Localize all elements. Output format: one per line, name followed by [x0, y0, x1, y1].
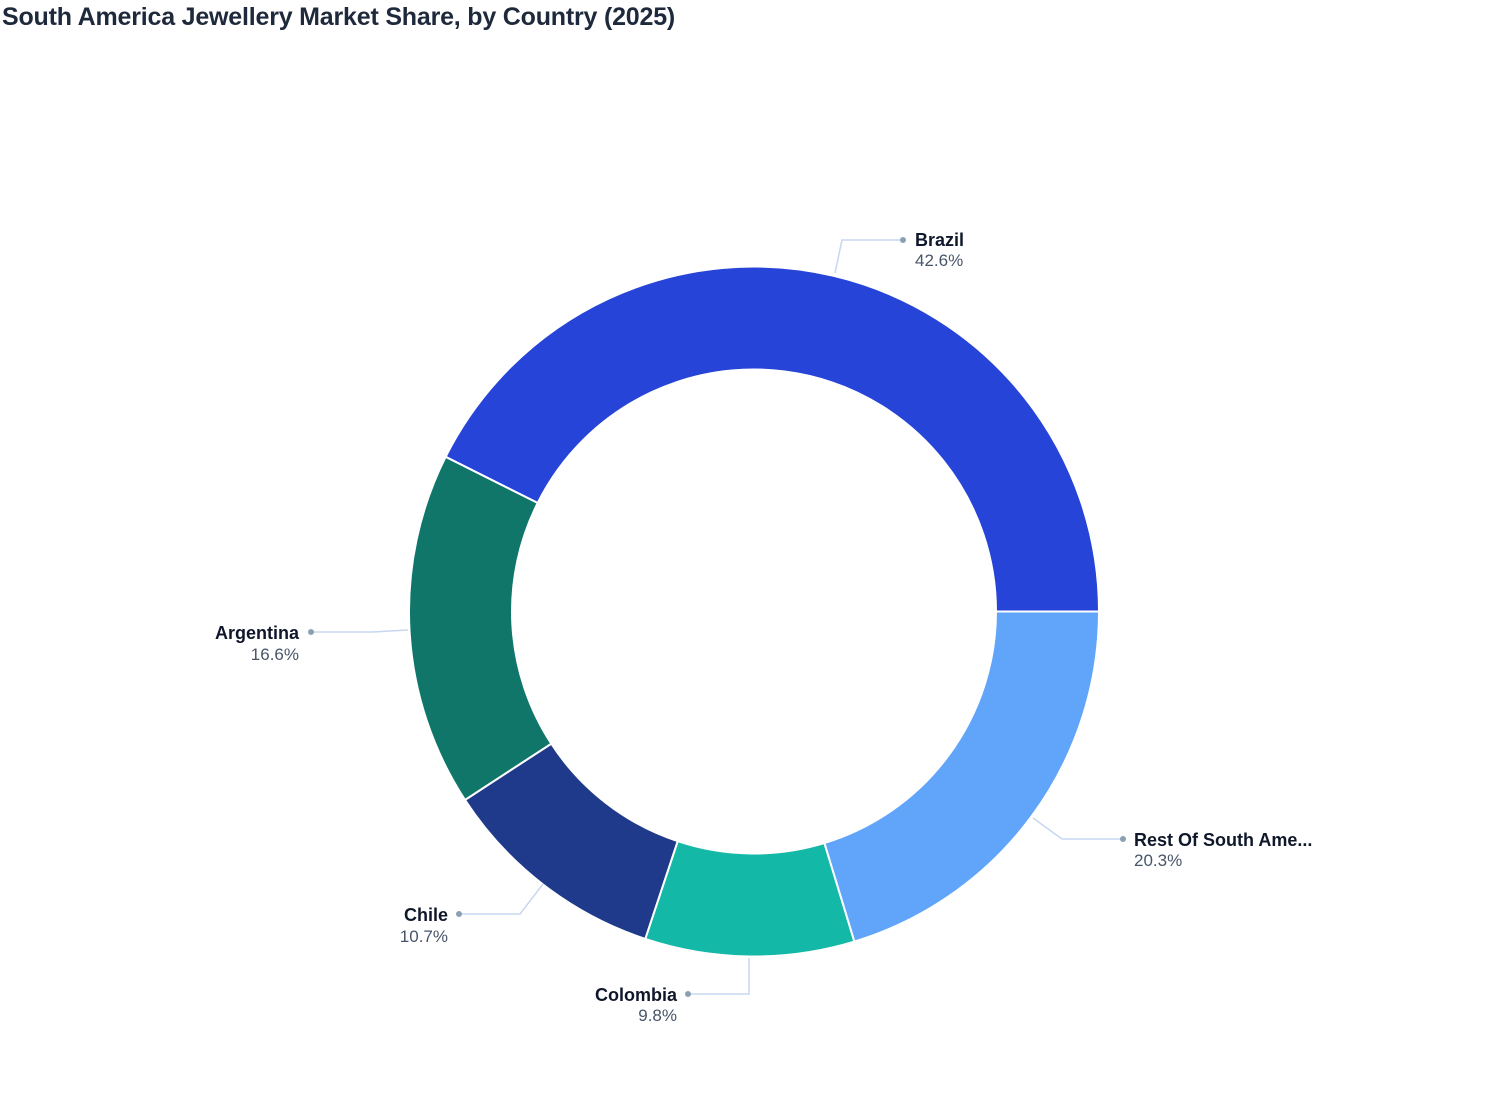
chart-title: South America Jewellery Market Share, by…	[2, 3, 676, 31]
label-name-colombia: Colombia	[595, 985, 678, 1005]
leader-dots	[308, 237, 1126, 997]
donut-slices	[408, 265, 1101, 958]
leader-line-brazil	[834, 239, 902, 274]
slice-label-brazil: Brazil 42.6%	[915, 230, 964, 270]
label-name-brazil: Brazil	[915, 230, 964, 250]
slice-label-argentina: Argentina 16.6%	[215, 623, 300, 664]
leader-dot-argentina	[308, 629, 314, 635]
label-value-chile: 10.7%	[400, 927, 448, 946]
donut-slice-colombia[interactable]	[644, 839, 856, 958]
donut-slice-argentina[interactable]	[408, 455, 553, 802]
leader-dot-brazil	[900, 237, 906, 243]
donut-slice-brazil[interactable]	[444, 265, 1101, 613]
leader-lines	[312, 239, 1122, 995]
leader-line-argentina	[312, 629, 409, 633]
leader-dot-colombia	[685, 991, 691, 997]
leader-line-colombia	[689, 958, 750, 995]
leader-line-chile	[460, 883, 544, 915]
label-value-argentina: 16.6%	[251, 645, 299, 664]
label-value-rest: 20.3%	[1134, 851, 1182, 870]
leader-dot-rest	[1120, 836, 1126, 842]
donut-slice-rest-of-south-america[interactable]	[823, 610, 1101, 943]
slice-label-colombia: Colombia 9.8%	[595, 985, 678, 1025]
label-name-argentina: Argentina	[215, 623, 300, 643]
label-value-brazil: 42.6%	[915, 251, 963, 270]
label-value-colombia: 9.8%	[638, 1006, 677, 1025]
leader-dot-chile	[456, 911, 462, 917]
label-name-rest: Rest Of South Ame...	[1134, 830, 1312, 850]
slice-label-chile: Chile 10.7%	[400, 905, 448, 946]
leader-line-rest	[1032, 817, 1122, 840]
slice-label-rest: Rest Of South Ame... 20.3%	[1134, 830, 1312, 870]
label-name-chile: Chile	[404, 905, 448, 925]
